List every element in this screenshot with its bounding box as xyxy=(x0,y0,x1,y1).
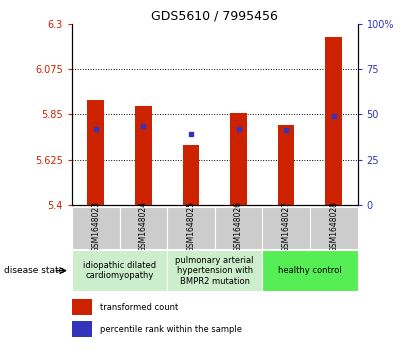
Bar xyxy=(167,250,262,291)
Bar xyxy=(215,207,262,249)
Text: GSM1648027: GSM1648027 xyxy=(282,201,291,252)
Bar xyxy=(262,250,358,291)
Bar xyxy=(262,207,310,249)
Bar xyxy=(230,113,247,205)
Text: idiopathic dilated
cardiomyopathy: idiopathic dilated cardiomyopathy xyxy=(83,261,156,280)
Text: GSM1648023: GSM1648023 xyxy=(91,201,100,252)
Text: percentile rank within the sample: percentile rank within the sample xyxy=(100,325,242,334)
Bar xyxy=(135,106,152,205)
Text: GSM1648026: GSM1648026 xyxy=(234,201,243,252)
Bar xyxy=(72,250,167,291)
Text: GSM1648028: GSM1648028 xyxy=(329,201,338,252)
Text: GSM1648024: GSM1648024 xyxy=(139,201,148,252)
Bar xyxy=(72,207,120,249)
Bar xyxy=(88,100,104,205)
Text: pulmonary arterial
hypertension with
BMPR2 mutation: pulmonary arterial hypertension with BMP… xyxy=(175,256,254,286)
Text: healthy control: healthy control xyxy=(278,266,342,275)
Bar xyxy=(278,126,295,205)
Bar xyxy=(72,321,92,337)
Text: GSM1648025: GSM1648025 xyxy=(187,201,196,252)
Text: disease state: disease state xyxy=(4,266,65,275)
Bar xyxy=(182,144,199,205)
Bar xyxy=(72,299,92,315)
Bar xyxy=(120,207,167,249)
Title: GDS5610 / 7995456: GDS5610 / 7995456 xyxy=(151,9,278,23)
Bar xyxy=(167,207,215,249)
Bar xyxy=(326,37,342,205)
Text: transformed count: transformed count xyxy=(100,303,179,312)
Bar xyxy=(310,207,358,249)
